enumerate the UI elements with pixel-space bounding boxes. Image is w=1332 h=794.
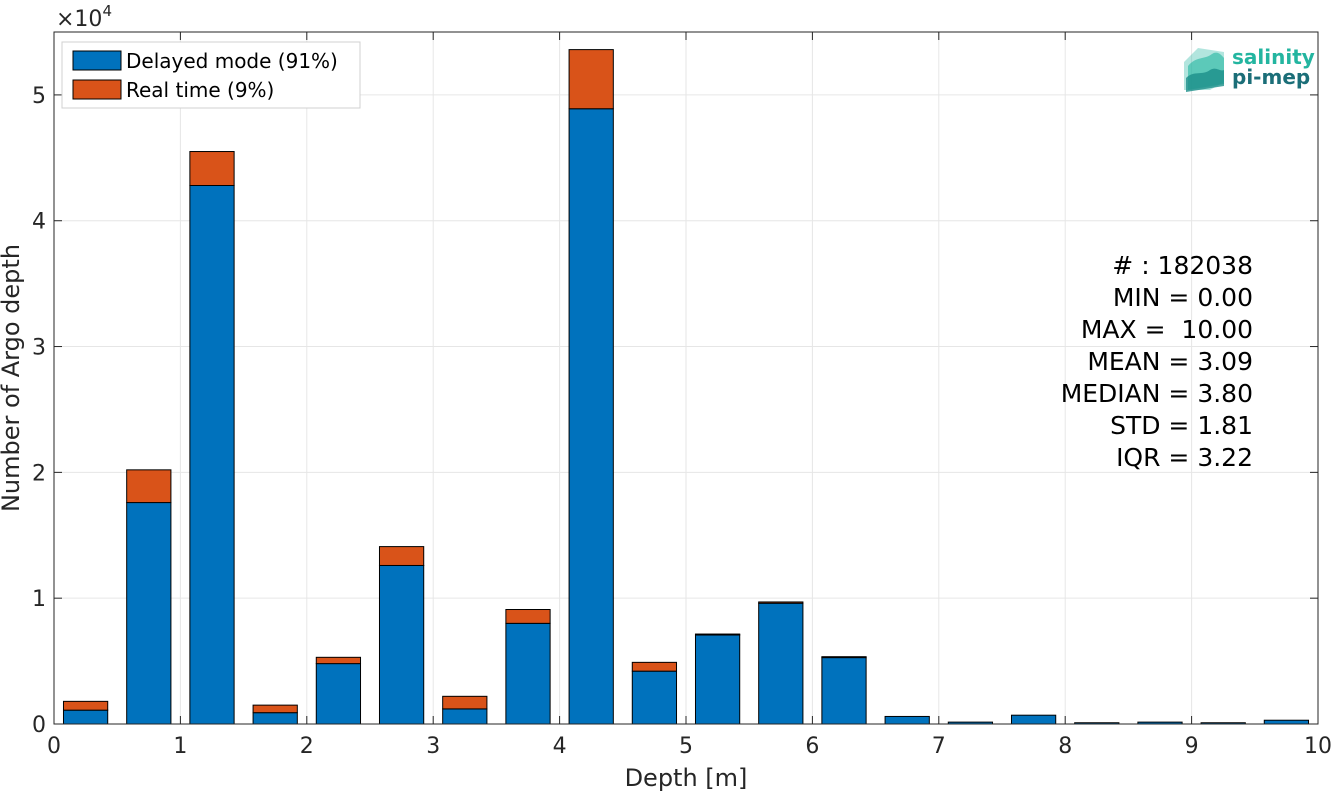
legend-label-realtime: Real time (9%) [126, 78, 274, 102]
bar-delayed-mode [821, 656, 867, 725]
x-tick-label: 9 [1185, 734, 1199, 759]
stats-annotation: # : 182038 MIN = 0.00 MAX = 10.00 MEAN =… [1061, 251, 1253, 472]
y-tick-label: 5 [32, 84, 46, 109]
bar-delayed-mode [694, 634, 741, 725]
stat-iqr: IQR = 3.22 [1116, 443, 1253, 472]
bar-delayed-mode [631, 670, 678, 725]
bar-real-time [252, 704, 298, 714]
bar-delayed-mode [758, 602, 804, 725]
y-tick-label: 4 [32, 210, 46, 235]
wave-logo-icon [1184, 48, 1224, 92]
y-multiplier: ×104 [56, 2, 112, 32]
bar-real-time [568, 49, 614, 110]
bar-real-time [189, 151, 235, 186]
stat-median: MEDIAN = 3.80 [1061, 379, 1253, 408]
grid-lines [54, 32, 1318, 724]
stat-std: STD = 1.81 [1110, 411, 1253, 440]
x-tick-label: 1 [173, 734, 187, 759]
bar-delayed-mode [252, 712, 298, 725]
x-tick-label: 6 [805, 734, 819, 759]
y-tick-label: 0 [32, 713, 46, 738]
legend-swatch-realtime [72, 79, 122, 100]
logo-line1: salinity [1232, 45, 1315, 69]
bar-delayed-mode [189, 184, 235, 725]
bar-delayed-mode [1263, 719, 1310, 725]
y-axis-title: Number of Argo depth [0, 244, 25, 512]
bar-real-time [758, 601, 804, 604]
bar-real-time [442, 695, 488, 710]
axis-ticks: 0 1 2 3 4 5 6 7 8 9 10 0 1 2 3 4 5 [32, 32, 1332, 759]
legend-label-delayed: Delayed mode (91%) [126, 49, 338, 73]
bar-real-time [505, 609, 551, 624]
x-axis-title: Depth [m] [625, 764, 748, 792]
y-tick-label: 2 [32, 461, 46, 486]
x-tick-label: 4 [553, 734, 567, 759]
logo-line2: pi-mep [1232, 65, 1310, 89]
x-tick-label: 3 [426, 734, 440, 759]
x-tick-label: 7 [932, 734, 946, 759]
bar-delayed-mode [884, 715, 930, 725]
stat-count: # : 182038 [1112, 251, 1253, 280]
bar-delayed-mode [126, 502, 172, 725]
bars [62, 49, 1310, 725]
legend-swatch-delayed [72, 50, 122, 71]
x-tick-label: 2 [300, 734, 314, 759]
bar-real-time [378, 546, 425, 566]
x-tick-label: 0 [47, 734, 61, 759]
x-tick-label: 10 [1304, 734, 1332, 759]
bar-real-time [126, 469, 172, 504]
stat-max: MAX = 10.00 [1081, 315, 1253, 344]
x-tick-label: 8 [1058, 734, 1072, 759]
bar-real-time [62, 700, 109, 711]
bar-delayed-mode [315, 663, 362, 725]
bar-real-time [631, 661, 678, 672]
stat-min: MIN = 0.00 [1113, 283, 1253, 312]
y-tick-label: 3 [32, 336, 46, 361]
bar-delayed-mode [568, 108, 614, 725]
bar-delayed-mode [442, 708, 488, 725]
x-tick-label: 5 [679, 734, 693, 759]
bar-delayed-mode [1010, 714, 1057, 725]
bar-real-time [821, 656, 867, 659]
bar-real-time [315, 656, 362, 665]
stat-mean: MEAN = 3.09 [1087, 347, 1253, 376]
bar-delayed-mode [62, 709, 109, 725]
bar-delayed-mode [505, 622, 551, 725]
legend: Delayed mode (91%) Real time (9%) [61, 41, 361, 109]
salinity-pi-mep-logo: salinity pi-mep [1184, 45, 1315, 92]
bar-real-time [694, 633, 741, 636]
bar-delayed-mode [378, 564, 425, 725]
y-tick-label: 1 [32, 587, 46, 612]
